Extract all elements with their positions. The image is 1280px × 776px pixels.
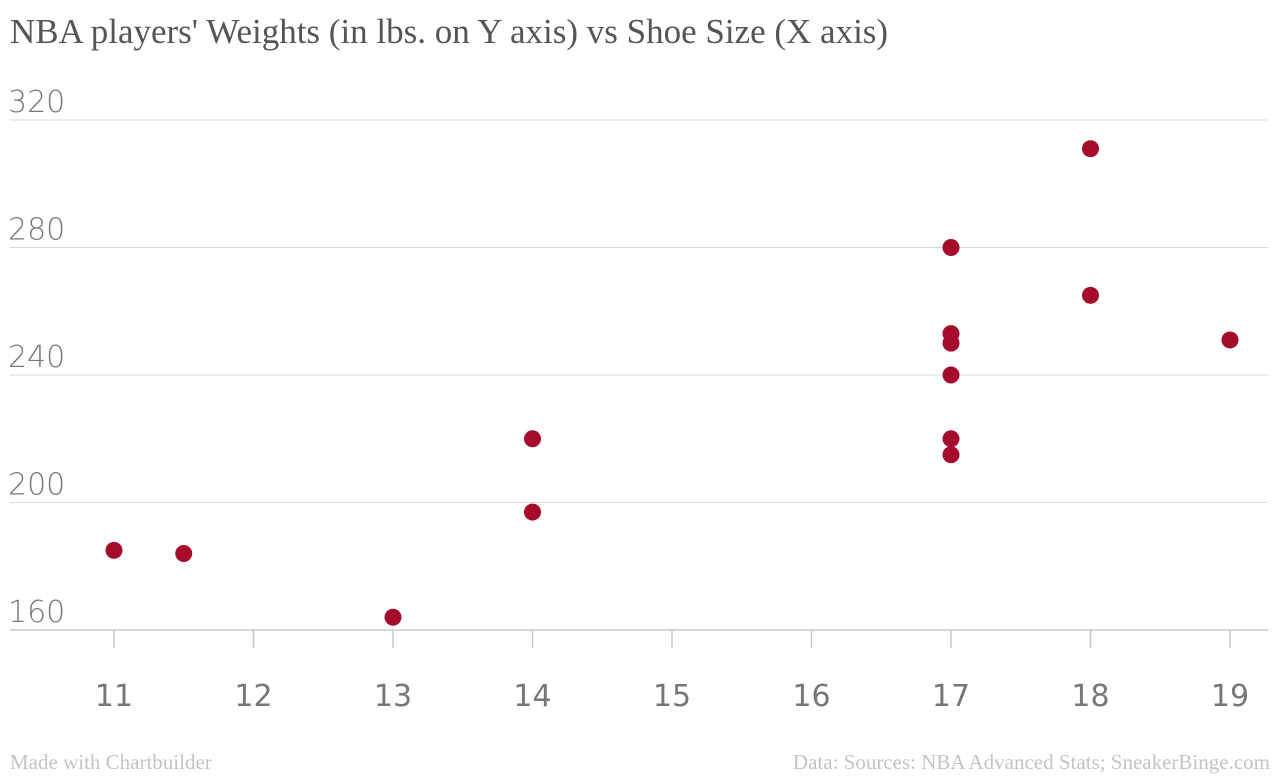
x-tick-label: 18: [1071, 679, 1109, 714]
footer-source: Data: Sources: NBA Advanced Stats; Sneak…: [792, 750, 1270, 774]
y-tick-label: 240: [8, 340, 65, 375]
data-point: [942, 366, 960, 384]
data-point: [1221, 331, 1239, 349]
data-points: [105, 140, 1239, 626]
chart-title: NBA players' Weights (in lbs. on Y axis)…: [10, 12, 889, 51]
data-point: [524, 503, 541, 521]
x-tick-label: 14: [513, 679, 551, 714]
x-tick-label: 17: [932, 679, 970, 714]
data-point: [942, 334, 960, 352]
y-tick-label: 200: [8, 468, 65, 503]
x-axis-ticks: 11 12 13 14 15 16 17 18 19: [95, 630, 1249, 714]
data-point: [384, 608, 402, 626]
gridlines: [10, 119, 1268, 631]
x-tick-label: 13: [374, 679, 412, 714]
x-tick-label: 19: [1211, 679, 1249, 714]
x-tick-label: 12: [234, 679, 272, 714]
data-point: [1082, 140, 1099, 158]
data-point: [942, 239, 960, 256]
data-point: [942, 430, 960, 448]
x-tick-label: 15: [653, 679, 691, 714]
y-tick-label: 320: [8, 85, 65, 120]
x-tick-label: 16: [792, 679, 830, 714]
y-axis-ticks: 160 200 240 280 320: [8, 85, 65, 630]
data-point: [942, 446, 960, 464]
data-point: [105, 541, 123, 559]
y-tick-label: 280: [8, 213, 65, 248]
y-tick-label: 160: [8, 595, 65, 630]
data-point: [175, 545, 193, 562]
x-tick-label: 11: [95, 679, 133, 714]
footer-credit: Made with Chartbuilder: [10, 750, 212, 774]
data-point: [524, 430, 541, 448]
data-point: [1082, 286, 1099, 304]
